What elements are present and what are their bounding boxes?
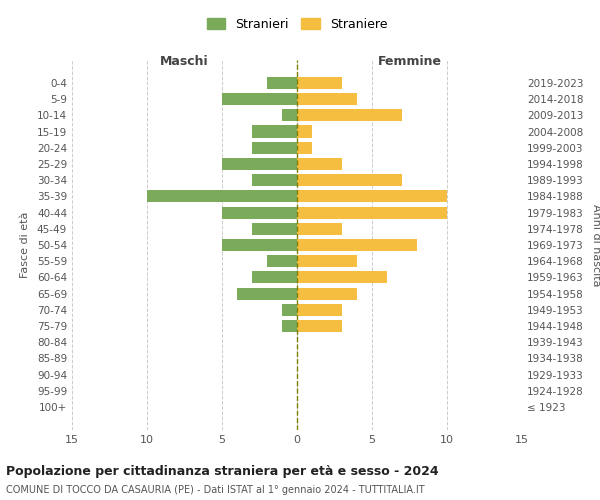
Bar	[297, 272, 387, 283]
Bar	[252, 174, 297, 186]
Bar	[297, 126, 312, 138]
Bar	[237, 288, 297, 300]
Bar	[282, 320, 297, 332]
Bar	[297, 239, 417, 251]
Bar	[297, 174, 402, 186]
Bar	[297, 77, 342, 89]
Bar	[297, 109, 402, 122]
Bar	[297, 304, 342, 316]
Text: Maschi: Maschi	[160, 56, 209, 68]
Bar	[297, 288, 357, 300]
Bar	[297, 158, 342, 170]
Bar	[297, 93, 357, 105]
Bar	[252, 222, 297, 235]
Bar	[297, 142, 312, 154]
Bar	[282, 304, 297, 316]
Bar	[267, 255, 297, 268]
Bar	[297, 255, 357, 268]
Bar	[267, 77, 297, 89]
Text: Popolazione per cittadinanza straniera per età e sesso - 2024: Popolazione per cittadinanza straniera p…	[6, 465, 439, 478]
Bar	[222, 239, 297, 251]
Text: COMUNE DI TOCCO DA CASAURIA (PE) - Dati ISTAT al 1° gennaio 2024 - TUTTITALIA.IT: COMUNE DI TOCCO DA CASAURIA (PE) - Dati …	[6, 485, 425, 495]
Bar	[297, 222, 342, 235]
Legend: Stranieri, Straniere: Stranieri, Straniere	[206, 18, 388, 31]
Bar	[297, 320, 342, 332]
Y-axis label: Anni di nascita: Anni di nascita	[590, 204, 600, 286]
Y-axis label: Fasce di età: Fasce di età	[20, 212, 30, 278]
Bar	[252, 126, 297, 138]
Bar	[222, 158, 297, 170]
Bar	[282, 109, 297, 122]
Bar	[222, 93, 297, 105]
Bar	[252, 142, 297, 154]
Bar	[222, 206, 297, 218]
Bar	[297, 190, 447, 202]
Text: Femmine: Femmine	[377, 56, 442, 68]
Bar	[147, 190, 297, 202]
Bar	[297, 206, 447, 218]
Bar	[252, 272, 297, 283]
